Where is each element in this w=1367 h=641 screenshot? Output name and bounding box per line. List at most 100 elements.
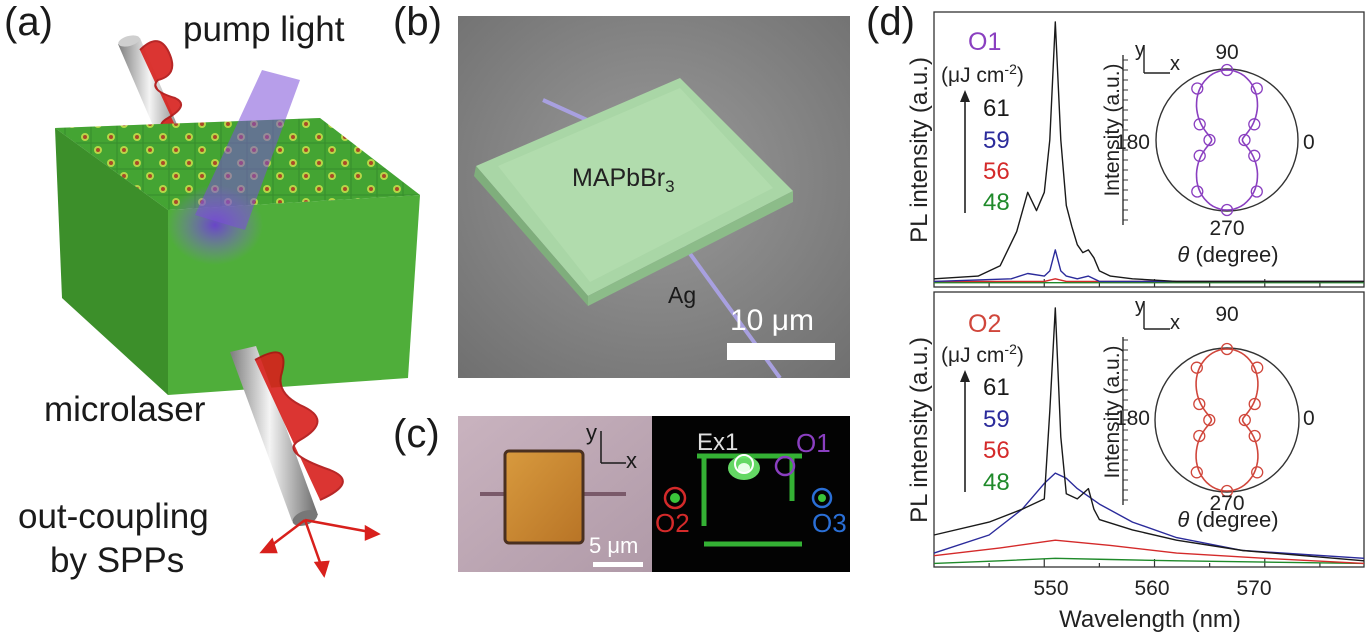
polar-data-point (1251, 361, 1264, 374)
polar-data-point (1248, 397, 1261, 411)
svg-text:x: x (1170, 312, 1180, 334)
axis-arrows-c (600, 431, 626, 464)
x-axis-label: Wavelength (nm) (1059, 606, 1241, 633)
top-output-label: O1 (968, 28, 1001, 56)
scale-bar-c (593, 562, 643, 567)
polar-data-point (1191, 82, 1204, 95)
pump-wave (139, 40, 183, 137)
axis-y-label-c: y (586, 420, 597, 445)
top-y-axis-label: PL intensity (a.u.) (906, 57, 933, 243)
polar-data-point (1220, 63, 1234, 77)
panel-b-label: (b) (393, 0, 442, 44)
o2-label: O2 (655, 508, 690, 538)
outcoupling-label: out-coupling (18, 497, 209, 536)
svg-text:270: 270 (1209, 492, 1244, 515)
polar-data-point (1193, 118, 1206, 131)
ex1-marker (734, 454, 754, 474)
ex1-label: Ex1 (697, 429, 739, 456)
svg-text:180: 180 (1115, 131, 1150, 154)
bottom-series-56 (933, 539, 1365, 565)
polar-data-point (1250, 82, 1263, 95)
top-fluence-unit: (μJ cm-2) (941, 61, 1024, 87)
polar-data-point (1238, 413, 1251, 427)
svg-text:θ (degree): θ (degree) (1177, 242, 1278, 267)
svg-text:θ (degree): θ (degree) (1177, 507, 1278, 532)
bottom-spectra (933, 307, 1365, 565)
svg-text:x: x (1170, 53, 1180, 75)
top-series-59 (933, 249, 1364, 283)
bottom-legend-61: 61 (983, 374, 1010, 401)
bottom-legend-48: 48 (983, 469, 1010, 496)
polar-data-point (1203, 413, 1216, 427)
svg-text:Intensity (a.u.): Intensity (a.u.) (1101, 63, 1124, 196)
svg-text:180: 180 (1115, 407, 1150, 430)
panel-b-sem-image (458, 16, 850, 378)
pump-light-label: pump light (183, 10, 345, 49)
o1-label: O1 (796, 428, 831, 458)
svg-text:y: y (1135, 295, 1145, 317)
o3-label: O3 (812, 508, 847, 538)
top-fluence-arrow (960, 90, 970, 213)
polar-data-point (1190, 361, 1203, 374)
top-plot-frame (933, 11, 1365, 288)
scale-bar-label-c: 5 μm (589, 533, 639, 558)
o3-marker (811, 487, 833, 509)
x-tick-560: 560 (1134, 577, 1169, 600)
polar-fit-curve (1195, 348, 1259, 492)
svg-text:0: 0 (1303, 131, 1315, 154)
top-spectra (933, 21, 1364, 284)
svg-text:90: 90 (1215, 303, 1238, 326)
top-polar-inset: Intensity (a.u.) y x 90 180 0 270 θ (deg… (1101, 39, 1315, 267)
panel-c-fluorescence-image (652, 416, 850, 572)
polar-fit-curve (1195, 69, 1259, 211)
x-tick-550: 550 (1033, 577, 1068, 600)
bottom-fluence-unit: (μJ cm-2) (941, 341, 1024, 367)
panel-a-illustration (55, 35, 420, 578)
polar-data-point (1203, 133, 1216, 147)
spp-label: by SPPs (50, 541, 185, 580)
top-legend-56: 56 (983, 158, 1010, 185)
bottom-fluence-arrow (960, 370, 970, 492)
bottom-polar-inset: Intensity (a.u.) y x 90 180 0 270 θ (deg… (1101, 295, 1315, 532)
axis-x-label-c: x (626, 448, 637, 473)
polar-data-point (1248, 429, 1261, 443)
panel-c-label: (c) (393, 412, 440, 456)
bottom-output-label: O2 (968, 310, 1001, 338)
polar-data-point (1251, 466, 1264, 479)
outcoupled-wave (254, 351, 344, 501)
top-legend-61: 61 (983, 95, 1010, 122)
svg-text:270: 270 (1209, 217, 1244, 240)
svg-text:0: 0 (1303, 407, 1315, 430)
polar-data-point (1248, 118, 1261, 131)
scale-bar-label-b: 10 μm (730, 304, 814, 337)
polar-data-point (1238, 133, 1251, 147)
svg-text:90: 90 (1215, 41, 1238, 64)
scale-bar-b (727, 343, 835, 360)
panel-d-chart: 550 560 570 Wavelength (nm) PL intensity… (906, 11, 1365, 633)
ag-label: Ag (668, 282, 697, 308)
polar-data-point (1220, 342, 1234, 356)
polar-data-point (1250, 185, 1263, 198)
material-label: MAPbBr3 (572, 164, 675, 196)
bottom-series-48 (933, 557, 1365, 565)
panel-a-label: (a) (4, 0, 53, 44)
polar-data-point (1220, 484, 1234, 498)
polar-data-point (1193, 149, 1206, 162)
bottom-series-59 (933, 472, 1365, 559)
polar-data-point (1248, 149, 1261, 162)
pump-beam-column (195, 70, 300, 230)
emission-arrows (259, 518, 381, 578)
bottom-legend-59: 59 (983, 406, 1010, 433)
svg-text:Intensity (a.u.): Intensity (a.u.) (1101, 345, 1124, 478)
polar-data-point (1191, 185, 1204, 198)
top-legend-59: 59 (983, 127, 1010, 154)
panel-c-optical-image (458, 416, 652, 572)
polar-data-point (1190, 466, 1203, 479)
panel-d-label: (d) (866, 0, 915, 44)
o2-marker (663, 486, 687, 510)
svg-text:y: y (1135, 39, 1145, 61)
polar-data-point (1220, 203, 1234, 217)
bottom-plot-frame (933, 291, 1365, 568)
top-series-61 (933, 21, 1364, 283)
bottom-series-61 (933, 307, 1365, 562)
